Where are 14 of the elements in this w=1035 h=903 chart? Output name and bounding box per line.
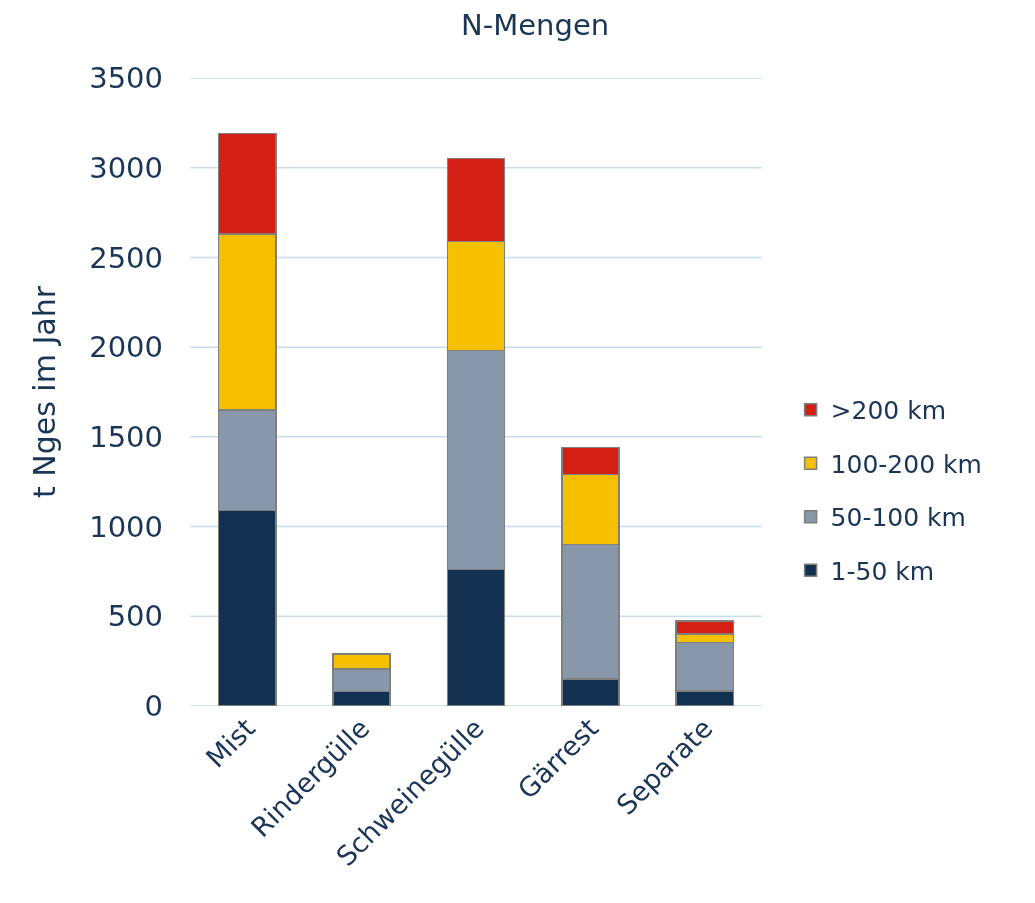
y-tick-label: 3500: [89, 61, 163, 96]
legend-label: 50-100 km: [830, 503, 966, 533]
y-tick-label: 0: [144, 689, 163, 724]
y-tick-label: 1500: [89, 420, 163, 455]
legend-label: 100-200 km: [830, 449, 982, 479]
legend-label: >200 km: [830, 396, 947, 426]
y-tick-label: 3000: [89, 150, 163, 185]
y-axis-title: t Nges im Jahr: [27, 285, 63, 499]
chart-title: N-Mengen: [461, 8, 610, 43]
legend-label: 1-50 km: [830, 556, 935, 586]
y-tick-label: 2500: [89, 240, 163, 275]
y-tick-label: 2000: [89, 330, 163, 365]
y-tick-label: 500: [107, 599, 163, 634]
y-tick-label: 1000: [89, 509, 163, 544]
